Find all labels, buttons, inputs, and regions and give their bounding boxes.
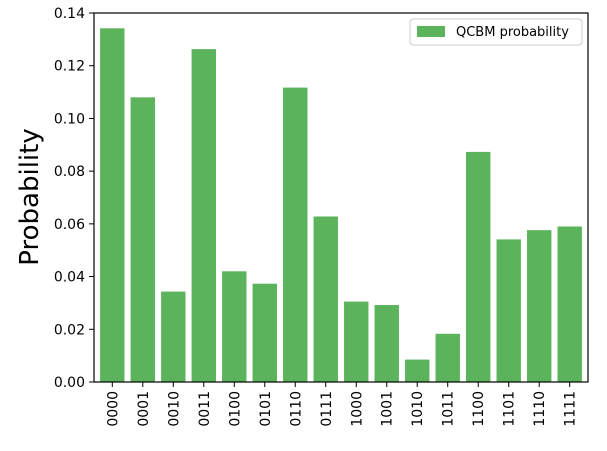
bar-0100 bbox=[222, 271, 247, 382]
plot-frame bbox=[93, 12, 589, 383]
bar-1001 bbox=[374, 305, 399, 382]
x-tick-label-1100: 1100 bbox=[471, 391, 487, 427]
y-tick-label: 0.02 bbox=[54, 322, 85, 338]
x-tick-label-1011: 1011 bbox=[441, 391, 457, 427]
bar-0111 bbox=[313, 216, 338, 382]
y-tick-label: 0.04 bbox=[54, 270, 85, 286]
bar-0101 bbox=[252, 283, 277, 382]
y-tick-label: 0.00 bbox=[54, 375, 85, 391]
x-axis: 0000 0001 0010 0011 0100 0101 0110 0111 1000 1001… bbox=[105, 382, 579, 427]
bar-1111 bbox=[557, 226, 582, 382]
bars-group bbox=[100, 28, 582, 383]
bar-1110 bbox=[527, 230, 552, 382]
y-tick-label: 0.08 bbox=[54, 164, 85, 180]
y-tick-label: 0.06 bbox=[54, 217, 85, 233]
bar-0011 bbox=[191, 49, 216, 383]
x-tick-label-0000: 0000 bbox=[105, 391, 121, 427]
y-tick-label: 0.12 bbox=[54, 59, 85, 75]
x-tick-label-0011: 0011 bbox=[197, 391, 213, 427]
bar-0000 bbox=[100, 28, 125, 382]
y-axis-label: Probability bbox=[15, 128, 45, 265]
bar-1000 bbox=[344, 301, 369, 382]
bar-1101 bbox=[496, 239, 521, 382]
x-tick-label-0111: 0111 bbox=[319, 391, 335, 427]
x-tick-label-1111: 1111 bbox=[563, 391, 579, 427]
x-tick-label-0010: 0010 bbox=[166, 391, 182, 427]
bar-0001 bbox=[130, 97, 155, 382]
legend-box bbox=[409, 18, 583, 46]
x-tick-label-0101: 0101 bbox=[258, 391, 274, 427]
bar-1011 bbox=[435, 333, 460, 382]
legend-swatch bbox=[417, 26, 445, 37]
x-tick-label-1101: 1101 bbox=[502, 391, 518, 427]
x-tick-label-0100: 0100 bbox=[227, 391, 243, 427]
x-tick-label-0110: 0110 bbox=[288, 391, 304, 427]
legend-label: QCBM probability bbox=[456, 25, 569, 40]
bar-1100 bbox=[466, 151, 491, 382]
x-tick-label-1110: 1110 bbox=[532, 391, 548, 427]
bar-0010 bbox=[161, 291, 186, 382]
y-axis: 0.00 0.02 0.04 0.06 0.08 0.10 0.12 0.14 bbox=[54, 6, 94, 391]
x-tick-label-1001: 1001 bbox=[380, 391, 396, 427]
y-tick-label: 0.10 bbox=[54, 111, 85, 127]
legend: QCBM probability bbox=[409, 18, 583, 46]
x-tick-label-0001: 0001 bbox=[136, 391, 152, 427]
bar-0110 bbox=[283, 87, 308, 382]
bar-1010 bbox=[405, 359, 430, 382]
y-tick-label: 0.14 bbox=[54, 6, 85, 22]
x-tick-label-1000: 1000 bbox=[349, 391, 365, 427]
x-tick-label-1010: 1010 bbox=[410, 391, 426, 427]
